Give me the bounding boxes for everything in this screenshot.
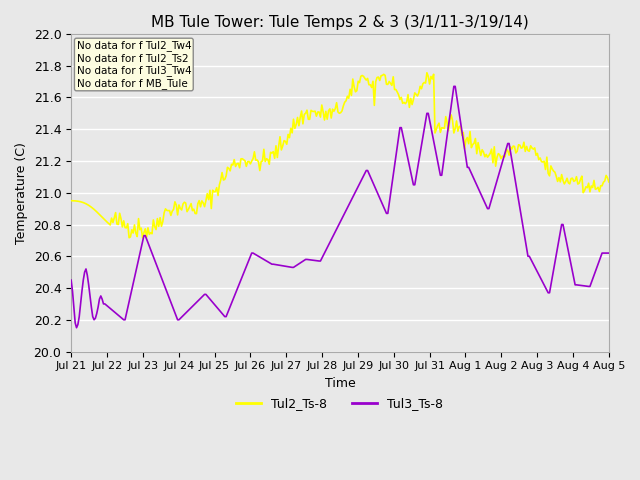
Tul3_Ts-8 <box>244 260 252 266</box>
Line: Tul3_Ts-8: Tul3_Ts-8 <box>71 86 609 328</box>
Tul3_Ts-8 <box>458 129 466 134</box>
Tul2_Ts-8 <box>244 159 252 165</box>
Text: No data for f Tul2_Tw4
No data for f Tul2_Ts2
No data for f Tul3_Tw4
No data for: No data for f Tul2_Tw4 No data for f Tul… <box>77 40 191 89</box>
Tul2_Ts-8 <box>461 146 468 152</box>
Legend: Tul2_Ts-8, Tul3_Ts-8: Tul2_Ts-8, Tul3_Ts-8 <box>232 392 449 415</box>
Title: MB Tule Tower: Tule Temps 2 & 3 (3/1/11-3/19/14): MB Tule Tower: Tule Temps 2 & 3 (3/1/11-… <box>151 15 529 30</box>
Tul2_Ts-8 <box>139 235 147 241</box>
Tul2_Ts-8 <box>407 96 415 101</box>
Tul2_Ts-8 <box>458 132 466 138</box>
Tul2_Ts-8 <box>423 70 431 76</box>
Tul2_Ts-8 <box>132 230 140 236</box>
Tul3_Ts-8 <box>282 264 289 269</box>
Tul3_Ts-8 <box>605 250 612 256</box>
Tul2_Ts-8 <box>67 198 75 204</box>
Tul2_Ts-8 <box>282 139 289 144</box>
Tul2_Ts-8 <box>605 179 612 185</box>
X-axis label: Time: Time <box>324 377 355 390</box>
Tul3_Ts-8 <box>73 325 81 331</box>
Tul3_Ts-8 <box>67 277 75 283</box>
Tul3_Ts-8 <box>133 263 141 268</box>
Tul3_Ts-8 <box>450 84 458 89</box>
Line: Tul2_Ts-8: Tul2_Ts-8 <box>71 73 609 238</box>
Tul3_Ts-8 <box>407 169 415 175</box>
Tul3_Ts-8 <box>461 146 468 152</box>
Y-axis label: Temperature (C): Temperature (C) <box>15 142 28 244</box>
